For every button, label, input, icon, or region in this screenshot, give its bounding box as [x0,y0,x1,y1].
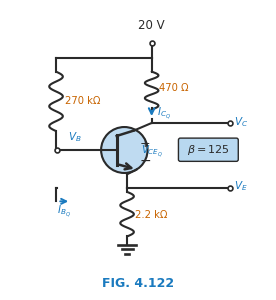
Text: 270 kΩ: 270 kΩ [65,96,100,106]
Text: $V_B$: $V_B$ [68,130,82,144]
Text: 20 V: 20 V [138,19,165,32]
Text: 2.2 kΩ: 2.2 kΩ [135,210,168,220]
Text: $-$: $-$ [139,152,152,167]
Text: 470 Ω: 470 Ω [159,83,189,93]
Text: $V_E$: $V_E$ [233,180,247,194]
Text: $\beta = 125$: $\beta = 125$ [187,143,230,157]
Text: $V_C$: $V_C$ [233,115,248,128]
FancyBboxPatch shape [179,138,238,161]
Text: +: + [139,137,150,150]
Circle shape [101,127,148,173]
Text: $I_{C_Q}$: $I_{C_Q}$ [156,106,171,121]
Text: FIG. 4.122: FIG. 4.122 [102,277,174,290]
Text: $V_{CE_Q}$: $V_{CE_Q}$ [141,144,163,159]
Text: $I_{B_Q}$: $I_{B_Q}$ [57,204,71,219]
